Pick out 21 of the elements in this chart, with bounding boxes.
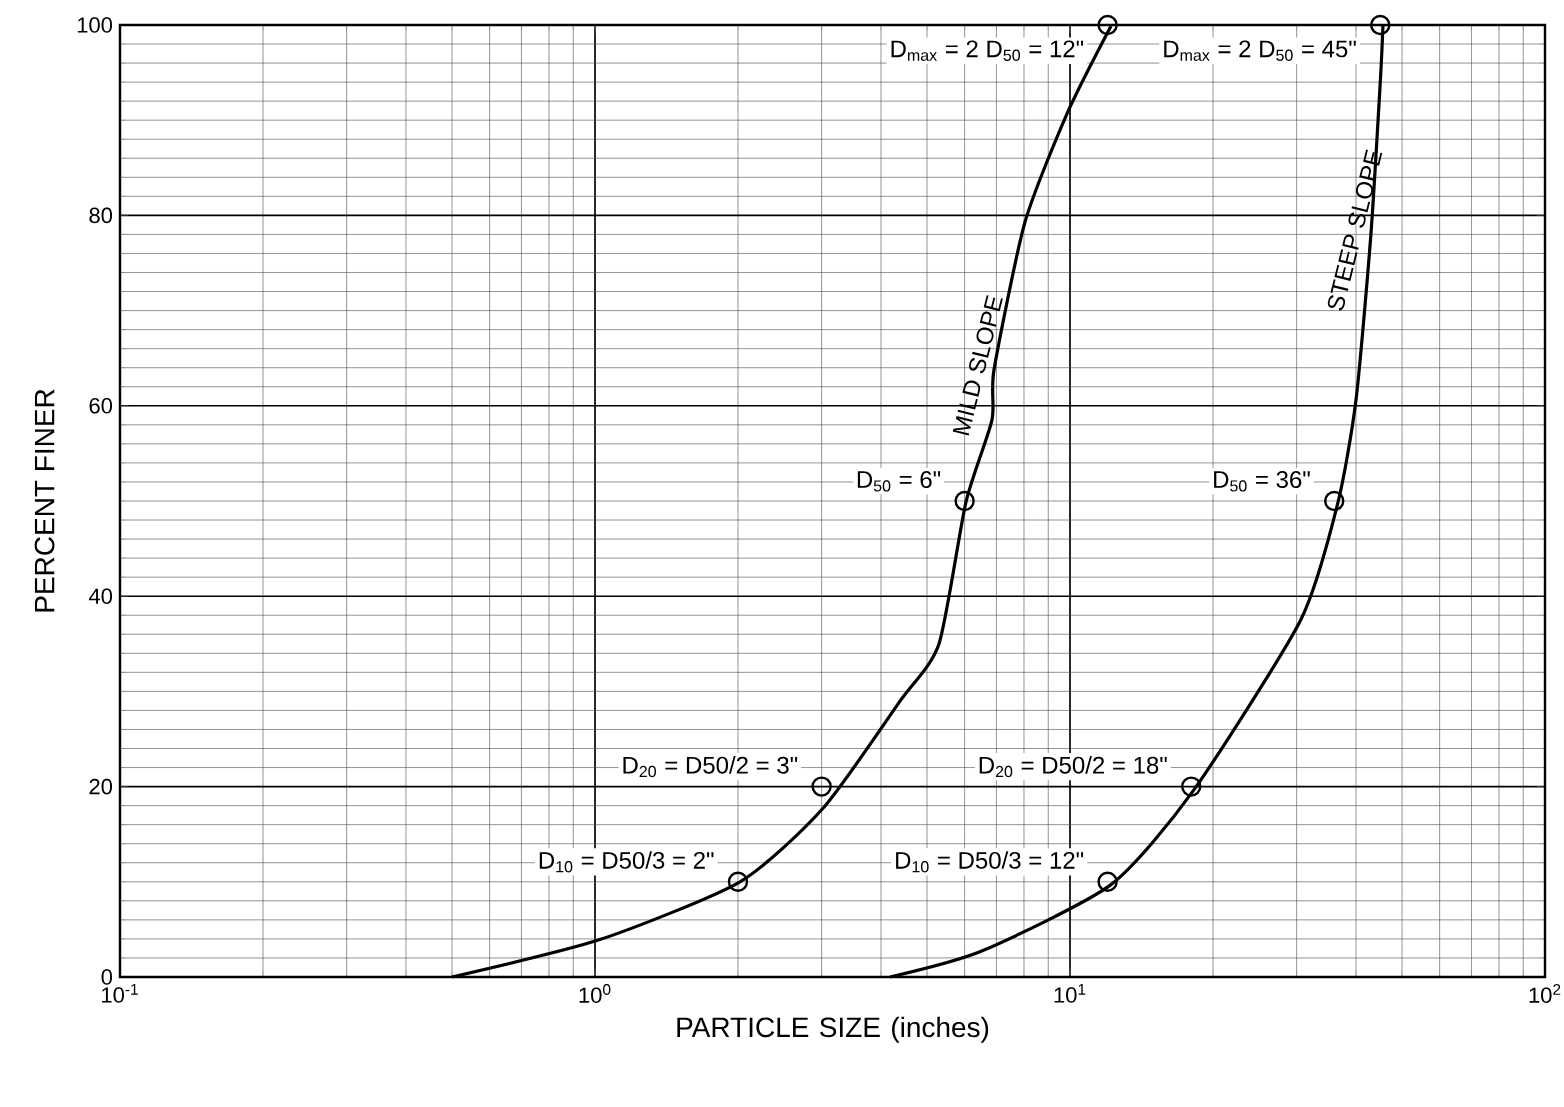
annotation: D$_{10}$ = D50/3 = 12" [896,851,1084,873]
annotation: D$_{20}$ = D50/2 = 18" [979,756,1167,778]
annotation: D$_{max}$ = 2 D$_{50}$ = 12" [891,40,1084,61]
y-tick-label: 100 [77,17,113,33]
annotation: D$_{20}$ = D50/2 = 3" [623,756,798,778]
annotation: D$_{10}$ = D50/3 = 2" [539,851,714,873]
annotation: D$_{max}$ = 2 D$_{50}$ = 45" [1164,40,1356,61]
x-tick-label: 10$^{-1}$ [102,984,138,1003]
annotation: D$_{50}$ = 6" [857,471,941,492]
x-tick-label: 10$^{0}$ [579,984,611,1003]
text: MILD SLOPE [952,295,1003,436]
y-axis-title: PERCENT FINER [34,389,55,612]
y-tick-label: 40 [88,588,113,604]
x-axis-title: PARTICLE SIZE (inches) [677,1016,989,1043]
y-tick-label: 80 [89,207,113,224]
annotation: D$_{50}$ = 36" [1214,471,1310,492]
x-tick-label: 10$^{1}$ [1054,984,1086,1003]
y-tick-label: 0 [101,969,113,985]
y-tick-label: 20 [89,778,113,795]
x-tick-label: 10$^{2}$ [1529,984,1561,1003]
y-tick-label: 60 [89,398,113,414]
